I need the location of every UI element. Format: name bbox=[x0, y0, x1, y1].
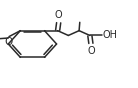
Text: O: O bbox=[87, 46, 95, 56]
Text: OH: OH bbox=[102, 30, 117, 40]
Text: O: O bbox=[4, 37, 12, 48]
Text: O: O bbox=[55, 10, 63, 20]
